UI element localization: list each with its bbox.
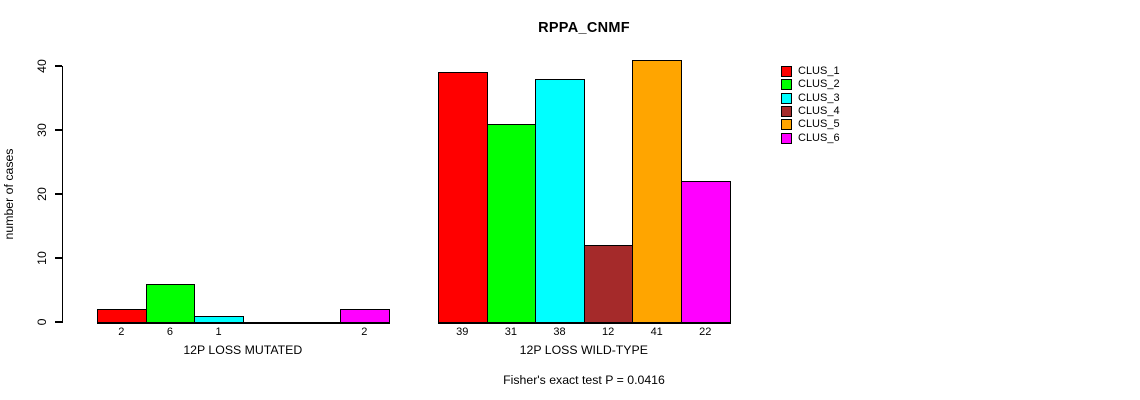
bar-value-label: 2 (118, 326, 125, 338)
bar-clus_1 (438, 72, 488, 323)
legend-item: CLUS_3 (781, 92, 840, 105)
legend-label: CLUS_4 (798, 105, 840, 118)
bar-value-label: 1 (215, 326, 222, 338)
legend-swatch-clus_1 (781, 66, 792, 78)
legend-label: CLUS_5 (798, 118, 840, 131)
bar-clus_2 (145, 283, 196, 323)
legend-item: CLUS_6 (781, 132, 840, 145)
bar-clus_1 (97, 309, 147, 323)
bar-clus_6 (340, 309, 390, 323)
y-tick-mark (55, 65, 62, 67)
legend-item: CLUS_5 (781, 118, 840, 131)
bar-value-label: 22 (699, 326, 712, 338)
legend-swatch-clus_2 (781, 79, 792, 91)
legend-item: CLUS_2 (781, 78, 840, 91)
bar-clus_3 (194, 315, 244, 323)
bar-clus_2 (486, 123, 537, 323)
bar-value-label: 31 (504, 326, 518, 338)
legend-swatch-clus_3 (781, 92, 792, 104)
group-axis-label: 12P LOSS MUTATED (183, 343, 303, 357)
legend-label: CLUS_6 (798, 131, 840, 144)
y-tick-mark (55, 129, 62, 131)
legend-label: CLUS_3 (798, 91, 840, 104)
annotation-text: Fisher's exact test P = 0.0416 (503, 373, 665, 387)
legend-swatch-clus_5 (781, 119, 792, 131)
legend-swatch-clus_4 (781, 106, 792, 118)
bar-value-label: 39 (456, 326, 469, 338)
legend-item: CLUS_4 (781, 105, 840, 118)
bar-value-label: 6 (166, 326, 173, 338)
chart-title: RPPA_CNMF (538, 20, 630, 36)
y-tick-mark (55, 321, 62, 323)
bar-clus_3 (535, 78, 585, 323)
legend-label: CLUS_2 (798, 78, 840, 91)
bar-clus_6 (681, 181, 731, 323)
legend-swatch-clus_6 (781, 132, 792, 144)
bar-clus_4 (583, 245, 634, 323)
group-axis-label: 12P LOSS WILD-TYPE (519, 343, 648, 357)
bar-value-label: 2 (361, 326, 368, 338)
legend-item: CLUS_1 (781, 65, 840, 78)
bar-clus_5 (632, 59, 682, 323)
y-tick-mark (55, 193, 62, 195)
legend-label: CLUS_1 (798, 65, 840, 78)
bar-value-label: 41 (650, 326, 663, 338)
legend: CLUS_1 CLUS_2 CLUS_3 CLUS_4 CLUS_5 CLUS_6 (781, 65, 840, 145)
bar-value-label: 38 (553, 326, 566, 338)
bar-value-label: 12 (601, 326, 615, 338)
y-axis-line (62, 66, 64, 323)
y-tick-mark (55, 257, 62, 259)
